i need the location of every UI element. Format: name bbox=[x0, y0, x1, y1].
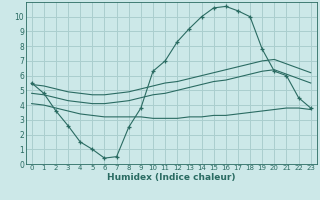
X-axis label: Humidex (Indice chaleur): Humidex (Indice chaleur) bbox=[107, 173, 236, 182]
